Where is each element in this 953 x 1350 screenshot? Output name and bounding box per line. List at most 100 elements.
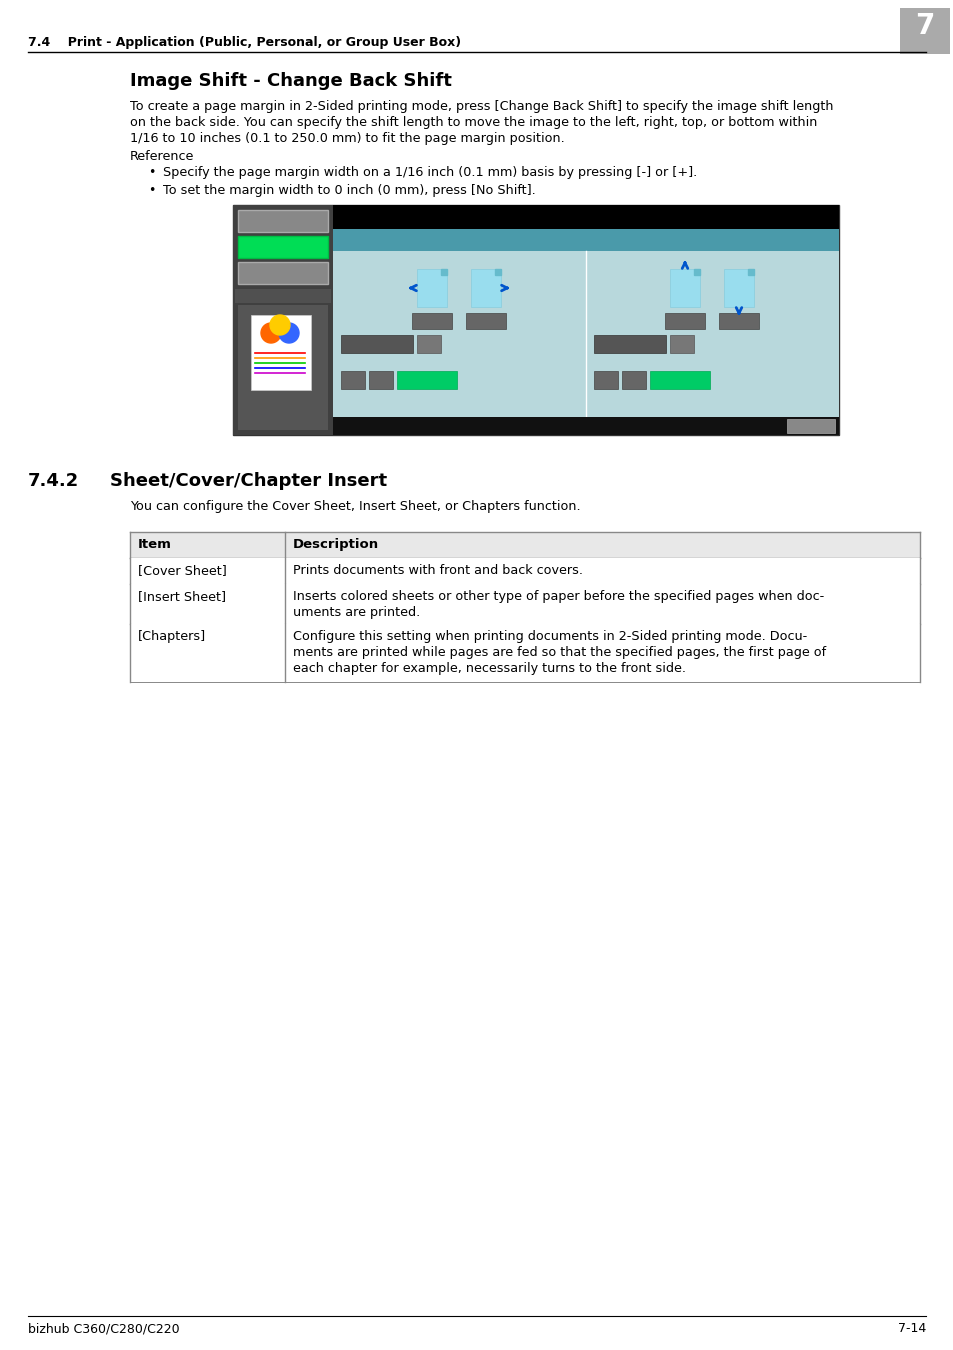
Text: [Cover Sheet]: [Cover Sheet]: [138, 564, 227, 576]
Text: [Chapters]: [Chapters]: [138, 630, 206, 643]
Bar: [251, 315, 311, 390]
Circle shape: [270, 315, 290, 335]
Text: ⇔: ⇔: [678, 338, 685, 348]
Bar: [664, 313, 704, 329]
Text: Job List: Job List: [265, 215, 300, 224]
Text: Inserts colored sheets or other type of paper before the specified pages when do: Inserts colored sheets or other type of …: [293, 590, 823, 603]
Bar: [237, 305, 328, 431]
Text: Preview: Preview: [264, 266, 302, 275]
Text: uments are printed.: uments are printed.: [293, 606, 420, 620]
Bar: [130, 585, 919, 624]
Text: each chapter for example, necessarily turns to the front side.: each chapter for example, necessarily tu…: [293, 662, 685, 675]
Text: Check Job: Check Job: [255, 240, 310, 250]
Bar: [396, 371, 456, 389]
Text: Image Shift - Change Back Shift: Image Shift - Change Back Shift: [130, 72, 452, 90]
Bar: [412, 313, 452, 329]
Polygon shape: [747, 269, 753, 275]
Text: 1/16 to 10 inches (0.1 to 250.0 mm) to fit the page margin position.: 1/16 to 10 inches (0.1 to 250.0 mm) to f…: [130, 132, 564, 144]
Circle shape: [278, 323, 298, 343]
Text: 1/6   -   10: 1/6 - 10: [598, 356, 640, 366]
Bar: [333, 205, 838, 230]
Text: Right: Right: [474, 316, 497, 325]
Text: Memory    99%: Memory 99%: [338, 428, 392, 433]
Text: y: y: [237, 417, 243, 427]
Text: m: m: [247, 417, 254, 427]
Bar: [719, 313, 759, 329]
Text: 7: 7: [914, 12, 934, 40]
Text: Sheet/Cover/Chapter Insert: Sheet/Cover/Chapter Insert: [110, 472, 387, 490]
Bar: [465, 313, 505, 329]
Bar: [333, 417, 838, 435]
Text: Horizontal Shift: Horizontal Shift: [671, 256, 752, 267]
Text: Top: Top: [677, 316, 692, 325]
Text: To create a page margin in 2-Sided printing mode, press [Change Back Shift] to s: To create a page margin in 2-Sided print…: [130, 100, 833, 113]
Bar: [130, 532, 919, 558]
Text: -: -: [351, 374, 355, 383]
Text: No Shift: No Shift: [406, 374, 447, 383]
Text: 7.4    Print - Application (Public, Personal, or Group User Box): 7.4 Print - Application (Public, Persona…: [28, 36, 460, 49]
Text: Specify the page margin width on a 1/16 inch (0.1 mm) basis by pressing [-] or [: Specify the page margin width on a 1/16 …: [163, 166, 697, 180]
Bar: [333, 230, 838, 251]
Bar: [621, 371, 645, 389]
Bar: [233, 205, 333, 435]
Text: [Insert Sheet]: [Insert Sheet]: [138, 590, 226, 603]
Text: on the back side. You can specify the shift length to move the image to the left: on the back side. You can specify the sh…: [130, 116, 817, 130]
Bar: [340, 371, 365, 389]
Bar: [669, 269, 700, 306]
Text: Vertical Shift: Vertical Shift: [425, 256, 492, 267]
Text: You can configure the Cover Sheet, Insert Sheet, or Chapters function.: You can configure the Cover Sheet, Inser…: [130, 500, 580, 513]
Text: bizhub C360/C280/C220: bizhub C360/C280/C220: [28, 1322, 179, 1335]
Text: Configure this setting when printing documents in 2-Sided printing mode. Docu-: Configure this setting when printing doc…: [293, 630, 806, 643]
Text: 1/6   -   10: 1/6 - 10: [345, 356, 387, 366]
Text: Use +/- keys to specify the amount of shift.: Use +/- keys to specify the amount of sh…: [338, 211, 550, 221]
Text: 7.4.2: 7.4.2: [28, 472, 79, 490]
Text: Print > Image Shift > Change Back Shift: Print > Image Shift > Change Back Shift: [338, 234, 536, 243]
Polygon shape: [693, 269, 700, 275]
Circle shape: [261, 323, 281, 343]
Bar: [333, 251, 838, 417]
Bar: [130, 558, 919, 585]
Bar: [340, 335, 413, 352]
Polygon shape: [440, 269, 447, 275]
Bar: [594, 335, 665, 352]
Bar: [234, 289, 331, 302]
Bar: [369, 371, 393, 389]
Text: No Shift: No Shift: [659, 374, 700, 383]
Bar: [416, 269, 447, 306]
Bar: [471, 269, 500, 306]
Bar: [237, 211, 328, 232]
Text: c: c: [255, 417, 260, 427]
Text: -: -: [603, 374, 608, 383]
Text: OK: OK: [803, 423, 817, 431]
Text: Reference: Reference: [130, 150, 194, 163]
Text: 10/09/2008   15:30: 10/09/2008 15:30: [338, 421, 412, 431]
Bar: [130, 624, 919, 682]
Text: Bottom: Bottom: [721, 316, 755, 325]
Text: +: +: [629, 374, 638, 383]
Text: Auto Paper: Auto Paper: [237, 290, 273, 296]
Bar: [669, 335, 693, 352]
Text: Select  100.0%: Select 100.0%: [237, 297, 279, 302]
Polygon shape: [495, 269, 500, 275]
Text: Left: Left: [423, 316, 440, 325]
Text: ⇔: ⇔: [424, 338, 433, 348]
Text: Prints documents with front and back covers.: Prints documents with front and back cov…: [293, 564, 582, 576]
Text: k: k: [265, 417, 270, 427]
Text: To set the margin width to 0 inch (0 mm), press [No Shift].: To set the margin width to 0 inch (0 mm)…: [163, 184, 536, 197]
Text: No Shift: No Shift: [358, 338, 395, 347]
Text: +: +: [376, 374, 385, 383]
Text: 7-14: 7-14: [897, 1322, 925, 1335]
Text: ments are printed while pages are fed so that the specified pages, the first pag: ments are printed while pages are fed so…: [293, 647, 825, 659]
Bar: [786, 418, 834, 433]
Bar: [237, 262, 328, 284]
Bar: [649, 371, 709, 389]
Bar: [899, 8, 949, 54]
Bar: [723, 269, 753, 306]
Text: Description: Description: [293, 539, 378, 551]
Bar: [416, 335, 440, 352]
Bar: [594, 371, 618, 389]
Bar: [233, 205, 838, 435]
Bar: [237, 236, 328, 258]
Text: •: •: [148, 184, 155, 197]
Text: Item: Item: [138, 539, 172, 551]
